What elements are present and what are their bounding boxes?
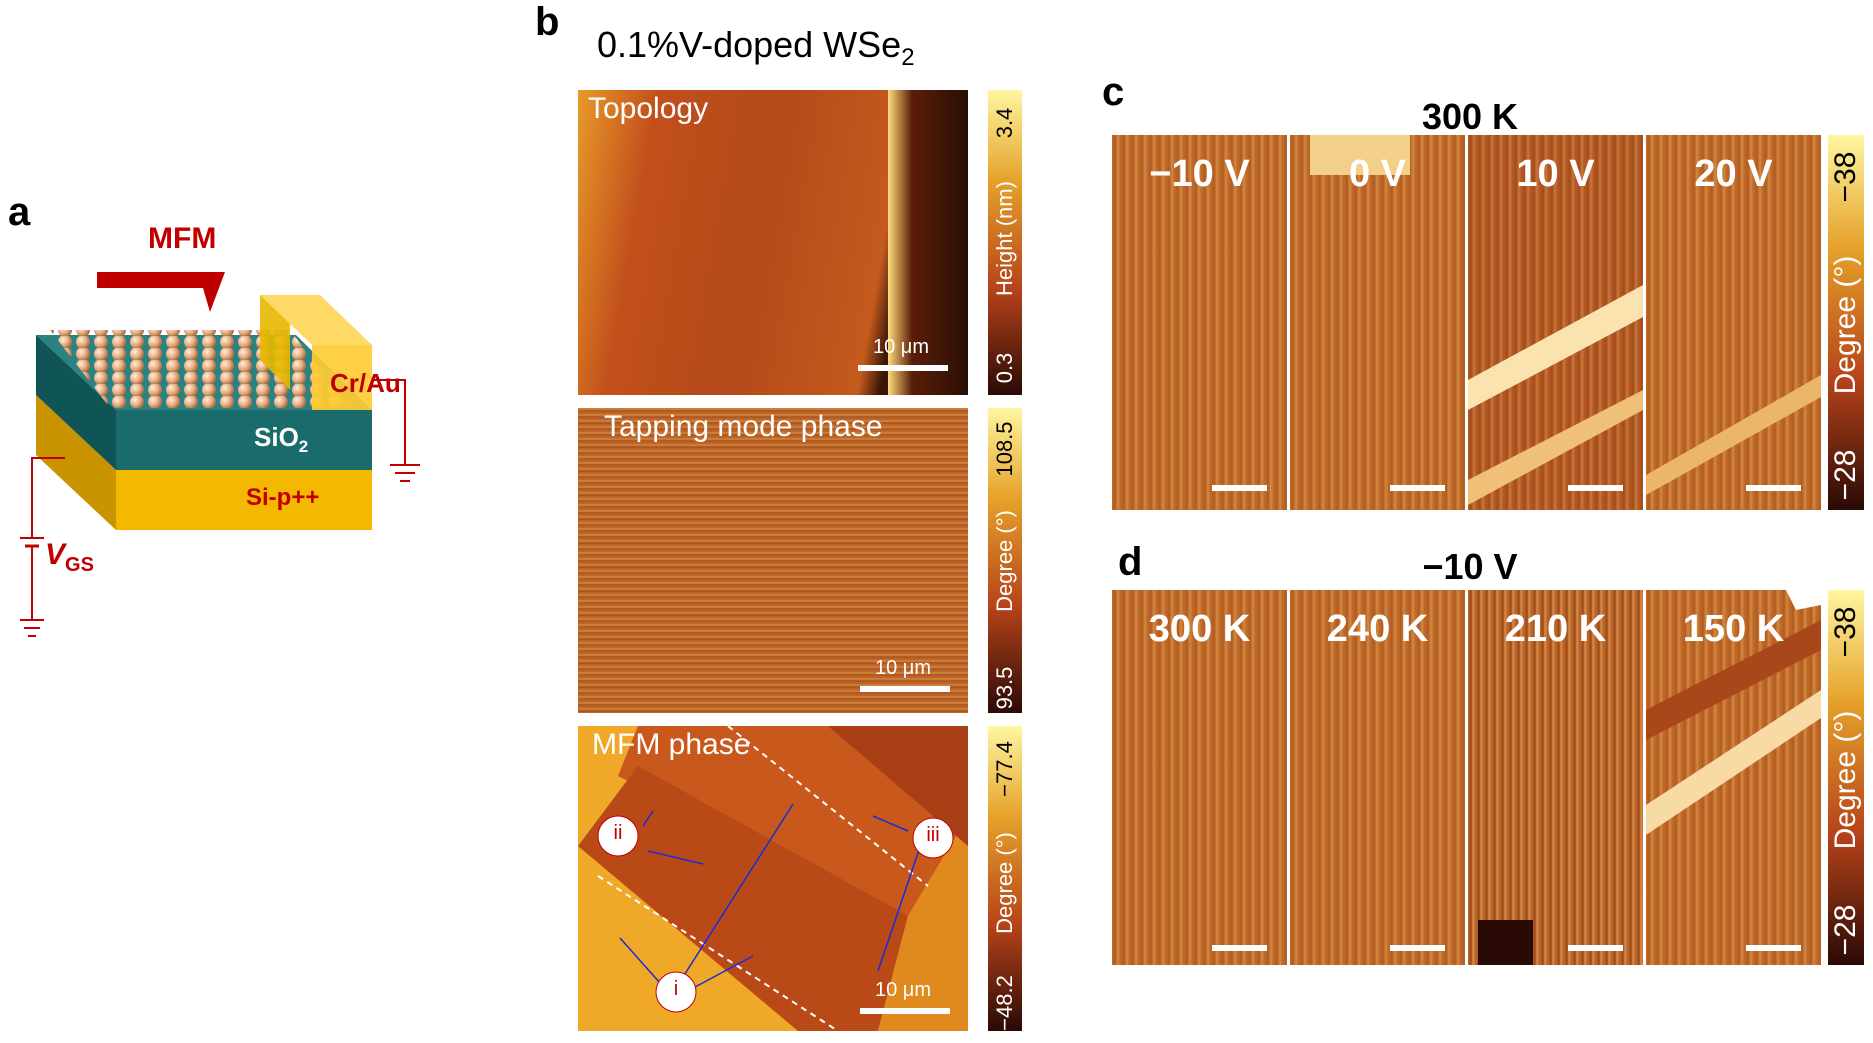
panel-c-title: 300 K bbox=[1421, 96, 1519, 137]
panel-d-letter: d bbox=[1118, 540, 1143, 584]
mfm-colorbar bbox=[988, 726, 1022, 1031]
sio2-layer-side bbox=[36, 335, 116, 470]
panel-d-cb-unit: Degree (°) bbox=[1829, 710, 1862, 850]
topology-colorbar bbox=[988, 90, 1022, 395]
contact-front bbox=[312, 345, 372, 410]
tapping-scale-text: 10 μm bbox=[875, 657, 931, 679]
tapping-cb-bottom: 93.5 bbox=[992, 666, 1017, 710]
panel-b-title-text: 0.1%V-doped WSe bbox=[597, 24, 902, 65]
panel-c-tile-2-label: 0 V bbox=[1348, 153, 1407, 195]
mfm-scalebar bbox=[860, 1008, 950, 1014]
panel-c-colorbar bbox=[1828, 135, 1864, 510]
si-layer-side bbox=[36, 395, 116, 530]
panel-d-tile-3: 210 K bbox=[1468, 590, 1643, 965]
topology-image: Topology 10 μm bbox=[578, 90, 968, 395]
left-wire bbox=[31, 457, 65, 538]
panel-d-tile-2-label: 240 K bbox=[1326, 608, 1429, 650]
panel-d-tile-3-scalebar bbox=[1568, 945, 1623, 951]
panel-d-tile-4: 150 K bbox=[1646, 590, 1821, 965]
vgs-text: V bbox=[45, 538, 66, 571]
tapping-label: Tapping mode phase bbox=[604, 410, 883, 443]
contact-top bbox=[260, 295, 372, 345]
panel-d-colorbar bbox=[1828, 590, 1864, 965]
panel-d-title: −10 V bbox=[1422, 546, 1518, 587]
topology-label: Topology bbox=[588, 92, 709, 125]
panel-c-tile-4: 20 V bbox=[1646, 135, 1821, 510]
mfm-cantilever bbox=[97, 272, 225, 312]
panel-c-cb-top: −38 bbox=[1829, 151, 1862, 203]
panel-c-tile-1-scalebar bbox=[1212, 485, 1267, 491]
marker-ii: ii bbox=[613, 822, 623, 844]
panel-d-tile-3-label: 210 K bbox=[1504, 608, 1607, 650]
mfm-phase-image: ii iii i MFM phase 10 μm bbox=[578, 726, 968, 1031]
topology-cb-unit: Height (nm) bbox=[992, 181, 1017, 296]
panel-d-tile-4-label: 150 K bbox=[1682, 608, 1785, 650]
tapping-phase-image: Tapping mode phase 10 μm bbox=[578, 408, 968, 713]
panel-b-letter: b bbox=[535, 0, 560, 44]
panel-c-cb-unit: Degree (°) bbox=[1829, 255, 1862, 395]
panel-c-tile-1-label: −10 V bbox=[1149, 153, 1250, 195]
topology-edge bbox=[888, 90, 968, 395]
panel-d-tile-1-scalebar bbox=[1212, 945, 1267, 951]
vgs-label: VGS bbox=[45, 538, 94, 577]
panel-c-tile-3-scalebar bbox=[1568, 485, 1623, 491]
topology-cb-top: 3.4 bbox=[992, 107, 1017, 139]
mfm-phase-domains bbox=[578, 726, 968, 1031]
tapping-cb-unit: Degree (°) bbox=[992, 510, 1017, 612]
panel-c-tile-4-label: 20 V bbox=[1694, 153, 1773, 195]
mfm-cb-unit: Degree (°) bbox=[992, 832, 1017, 934]
panel-c-tile-3-label: 10 V bbox=[1516, 153, 1595, 195]
panel-c-tile-2-scalebar bbox=[1390, 485, 1445, 491]
panel-c-tile-4-scalebar bbox=[1746, 485, 1801, 491]
marker-iii: iii bbox=[926, 824, 940, 846]
panel-c-letter: c bbox=[1102, 70, 1125, 114]
sio2-text: SiO bbox=[254, 422, 299, 452]
tapping-cb-top: 108.5 bbox=[992, 421, 1017, 477]
panel-c-tile-1: −10 V bbox=[1112, 135, 1287, 510]
panel-b-title: 0.1%V-doped WSe2 bbox=[597, 24, 915, 72]
mfm-cb-bottom: −48.2 bbox=[992, 975, 1017, 1031]
panel-d-cb-top: −38 bbox=[1829, 606, 1862, 658]
topology-scalebar bbox=[858, 365, 948, 371]
topology-scale-text: 10 μm bbox=[873, 336, 929, 358]
device-schematic bbox=[20, 272, 420, 637]
mfm-label: MFM bbox=[148, 222, 217, 255]
tapping-colorbar bbox=[988, 408, 1022, 713]
si-label: Si-p++ bbox=[246, 484, 320, 511]
mfm-scale-text: 10 μm bbox=[875, 979, 931, 1001]
tapping-scalebar bbox=[860, 686, 950, 692]
sio2-label: SiO2 bbox=[254, 422, 308, 457]
crau-label: Cr/Au bbox=[330, 368, 401, 398]
panel-d-tile-1: 300 K bbox=[1112, 590, 1287, 965]
mfm-label: MFM phase bbox=[592, 728, 751, 761]
panel-d-cb-bottom: −28 bbox=[1829, 904, 1862, 956]
panel-d-tile-2-scalebar bbox=[1390, 945, 1445, 951]
vgs-sub: GS bbox=[65, 554, 94, 576]
panel-c-tile-3: 10 V bbox=[1468, 135, 1643, 510]
panel-c-tile-2: 0 V bbox=[1290, 135, 1465, 510]
panel-d-tile-2: 240 K bbox=[1290, 590, 1465, 965]
topology-cb-bottom: 0.3 bbox=[992, 352, 1017, 384]
panel-b-title-sub: 2 bbox=[901, 44, 915, 72]
panel-a-letter: a bbox=[8, 190, 31, 234]
panel-c-cb-bottom: −28 bbox=[1829, 449, 1862, 501]
mfm-cb-top: −77.4 bbox=[992, 741, 1017, 797]
panel-d-tile-4-scalebar bbox=[1746, 945, 1801, 951]
marker-i: i bbox=[673, 978, 679, 1000]
sio2-sub: 2 bbox=[298, 437, 309, 457]
contact-side bbox=[260, 295, 290, 390]
right-wire bbox=[372, 379, 406, 465]
panel-d-tile-1-label: 300 K bbox=[1148, 608, 1251, 650]
si-layer-front bbox=[116, 470, 372, 530]
sio2-layer-front bbox=[116, 410, 372, 470]
